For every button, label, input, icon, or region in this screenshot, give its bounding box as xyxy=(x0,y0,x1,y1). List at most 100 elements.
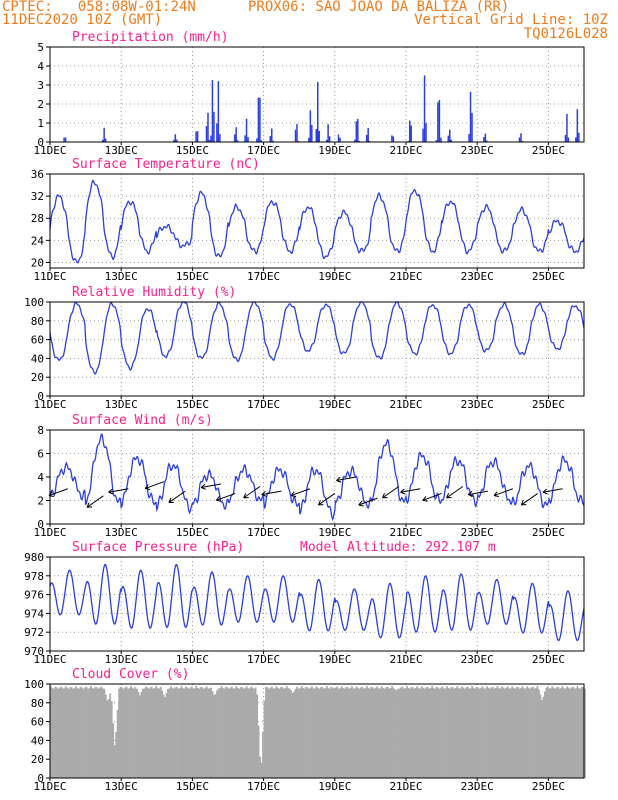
cloud-bar xyxy=(87,688,89,778)
ytick-label: 20 xyxy=(31,753,44,766)
ytick-label: 6 xyxy=(37,448,44,461)
cloud-bar xyxy=(98,687,101,778)
xtick-label: 15DEC xyxy=(176,270,209,283)
cloud-bar xyxy=(456,686,459,778)
cloud-bar xyxy=(362,688,365,778)
precip-bar xyxy=(423,75,426,142)
precip-bar xyxy=(486,140,488,142)
cloud-bar xyxy=(398,688,401,778)
xtick-label: 25DEC xyxy=(532,653,565,666)
precip-bar xyxy=(103,127,105,142)
precip-bar xyxy=(318,130,320,142)
cloud-bar xyxy=(173,688,175,778)
precip-bar xyxy=(435,140,438,142)
cloud-bar xyxy=(146,687,149,778)
cloud-bar xyxy=(82,688,85,778)
cloud-bar xyxy=(55,687,58,778)
cloud-bar xyxy=(336,686,339,778)
cloud-bar xyxy=(536,685,539,778)
cloud-bar xyxy=(512,687,515,778)
cloud-bar xyxy=(168,688,171,778)
cloud-bar xyxy=(330,686,333,778)
cloud-bar xyxy=(57,688,60,778)
cloud-bar xyxy=(290,690,293,778)
cloud-bar xyxy=(584,688,586,778)
cloud-bar xyxy=(575,688,577,778)
cloud-bar xyxy=(177,688,180,778)
precip-bar xyxy=(173,139,175,142)
precip-bar xyxy=(308,137,310,142)
cloud-bar xyxy=(475,686,478,778)
cloud-bar xyxy=(70,687,73,778)
xtick-label: 23DEC xyxy=(461,653,494,666)
ytick-label: 60 xyxy=(31,334,44,347)
wind-arrow xyxy=(201,483,221,489)
xtick-label: 25DEC xyxy=(532,398,565,411)
cloud-bar xyxy=(420,686,423,778)
precip-bar xyxy=(317,81,319,142)
cloud-bar xyxy=(515,687,518,778)
header-station-coords: CPTEC: 058:08W-01:24N xyxy=(2,0,196,15)
cloud-bar xyxy=(495,688,497,778)
precip-bar xyxy=(440,137,442,142)
wind-arrow-head xyxy=(336,476,342,483)
precip-bar xyxy=(327,124,329,142)
cloud-bar xyxy=(72,688,75,778)
xtick-label: 19DEC xyxy=(318,398,351,411)
panel-border xyxy=(49,556,585,652)
cloud-bar xyxy=(578,688,580,778)
cloud-bar xyxy=(543,691,546,778)
cloud-bar xyxy=(170,686,172,778)
cloud-bar xyxy=(60,686,63,778)
cloud-bar xyxy=(429,688,432,778)
cloud-bar xyxy=(130,686,132,778)
cloud-bar xyxy=(67,688,70,778)
precip-bar xyxy=(311,124,313,142)
wind-arrow xyxy=(243,485,261,499)
cloud-bar xyxy=(66,687,69,778)
precip-bar xyxy=(368,140,371,142)
cloud-bar xyxy=(291,692,294,778)
cloud-bar xyxy=(207,688,210,778)
precip-bar xyxy=(104,138,107,142)
cloud-bar xyxy=(210,687,212,778)
cloud-bar xyxy=(64,686,67,778)
cloud-bar xyxy=(388,688,390,778)
cloud-bar xyxy=(324,688,327,778)
precip-bar xyxy=(339,137,341,142)
cloud-bar xyxy=(201,687,204,778)
wind-arrow-head xyxy=(168,497,174,504)
cloud-bar xyxy=(557,687,560,778)
precip-bar xyxy=(469,91,472,142)
precip-bar xyxy=(518,137,521,142)
xtick-label: 23DEC xyxy=(461,526,494,539)
cloud-bar xyxy=(457,688,460,778)
precip-bar xyxy=(271,128,273,142)
cloud-bar xyxy=(377,688,380,778)
cloud-bar xyxy=(374,687,377,778)
wind-arrow xyxy=(542,488,563,493)
xtick-label: 23DEC xyxy=(461,144,494,157)
pressure-line xyxy=(49,564,585,642)
wind-arrow xyxy=(48,488,68,497)
cloud-bar xyxy=(395,690,398,778)
cloud-bar xyxy=(382,687,385,778)
cloud-bar xyxy=(352,688,355,778)
cloud-bar xyxy=(530,687,533,778)
cloud-bar xyxy=(447,687,450,778)
xtick-label: 13DEC xyxy=(105,653,138,666)
xtick-label: 25DEC xyxy=(532,270,565,283)
precip-bar xyxy=(245,118,248,142)
precip-bar xyxy=(196,131,199,142)
cloud-bar xyxy=(334,687,337,778)
wind-arrow xyxy=(144,481,165,490)
panel-title: Surface Temperature (nC) xyxy=(72,157,260,172)
cloud-bar xyxy=(303,688,306,778)
wind-arrow-head xyxy=(358,500,364,507)
cloud-bar xyxy=(546,686,549,778)
cloud-bar xyxy=(131,687,134,778)
wind-arrow xyxy=(521,493,539,506)
cloud-bar xyxy=(287,688,290,778)
cloud-bar xyxy=(484,688,487,778)
cloud-bar xyxy=(116,709,119,778)
